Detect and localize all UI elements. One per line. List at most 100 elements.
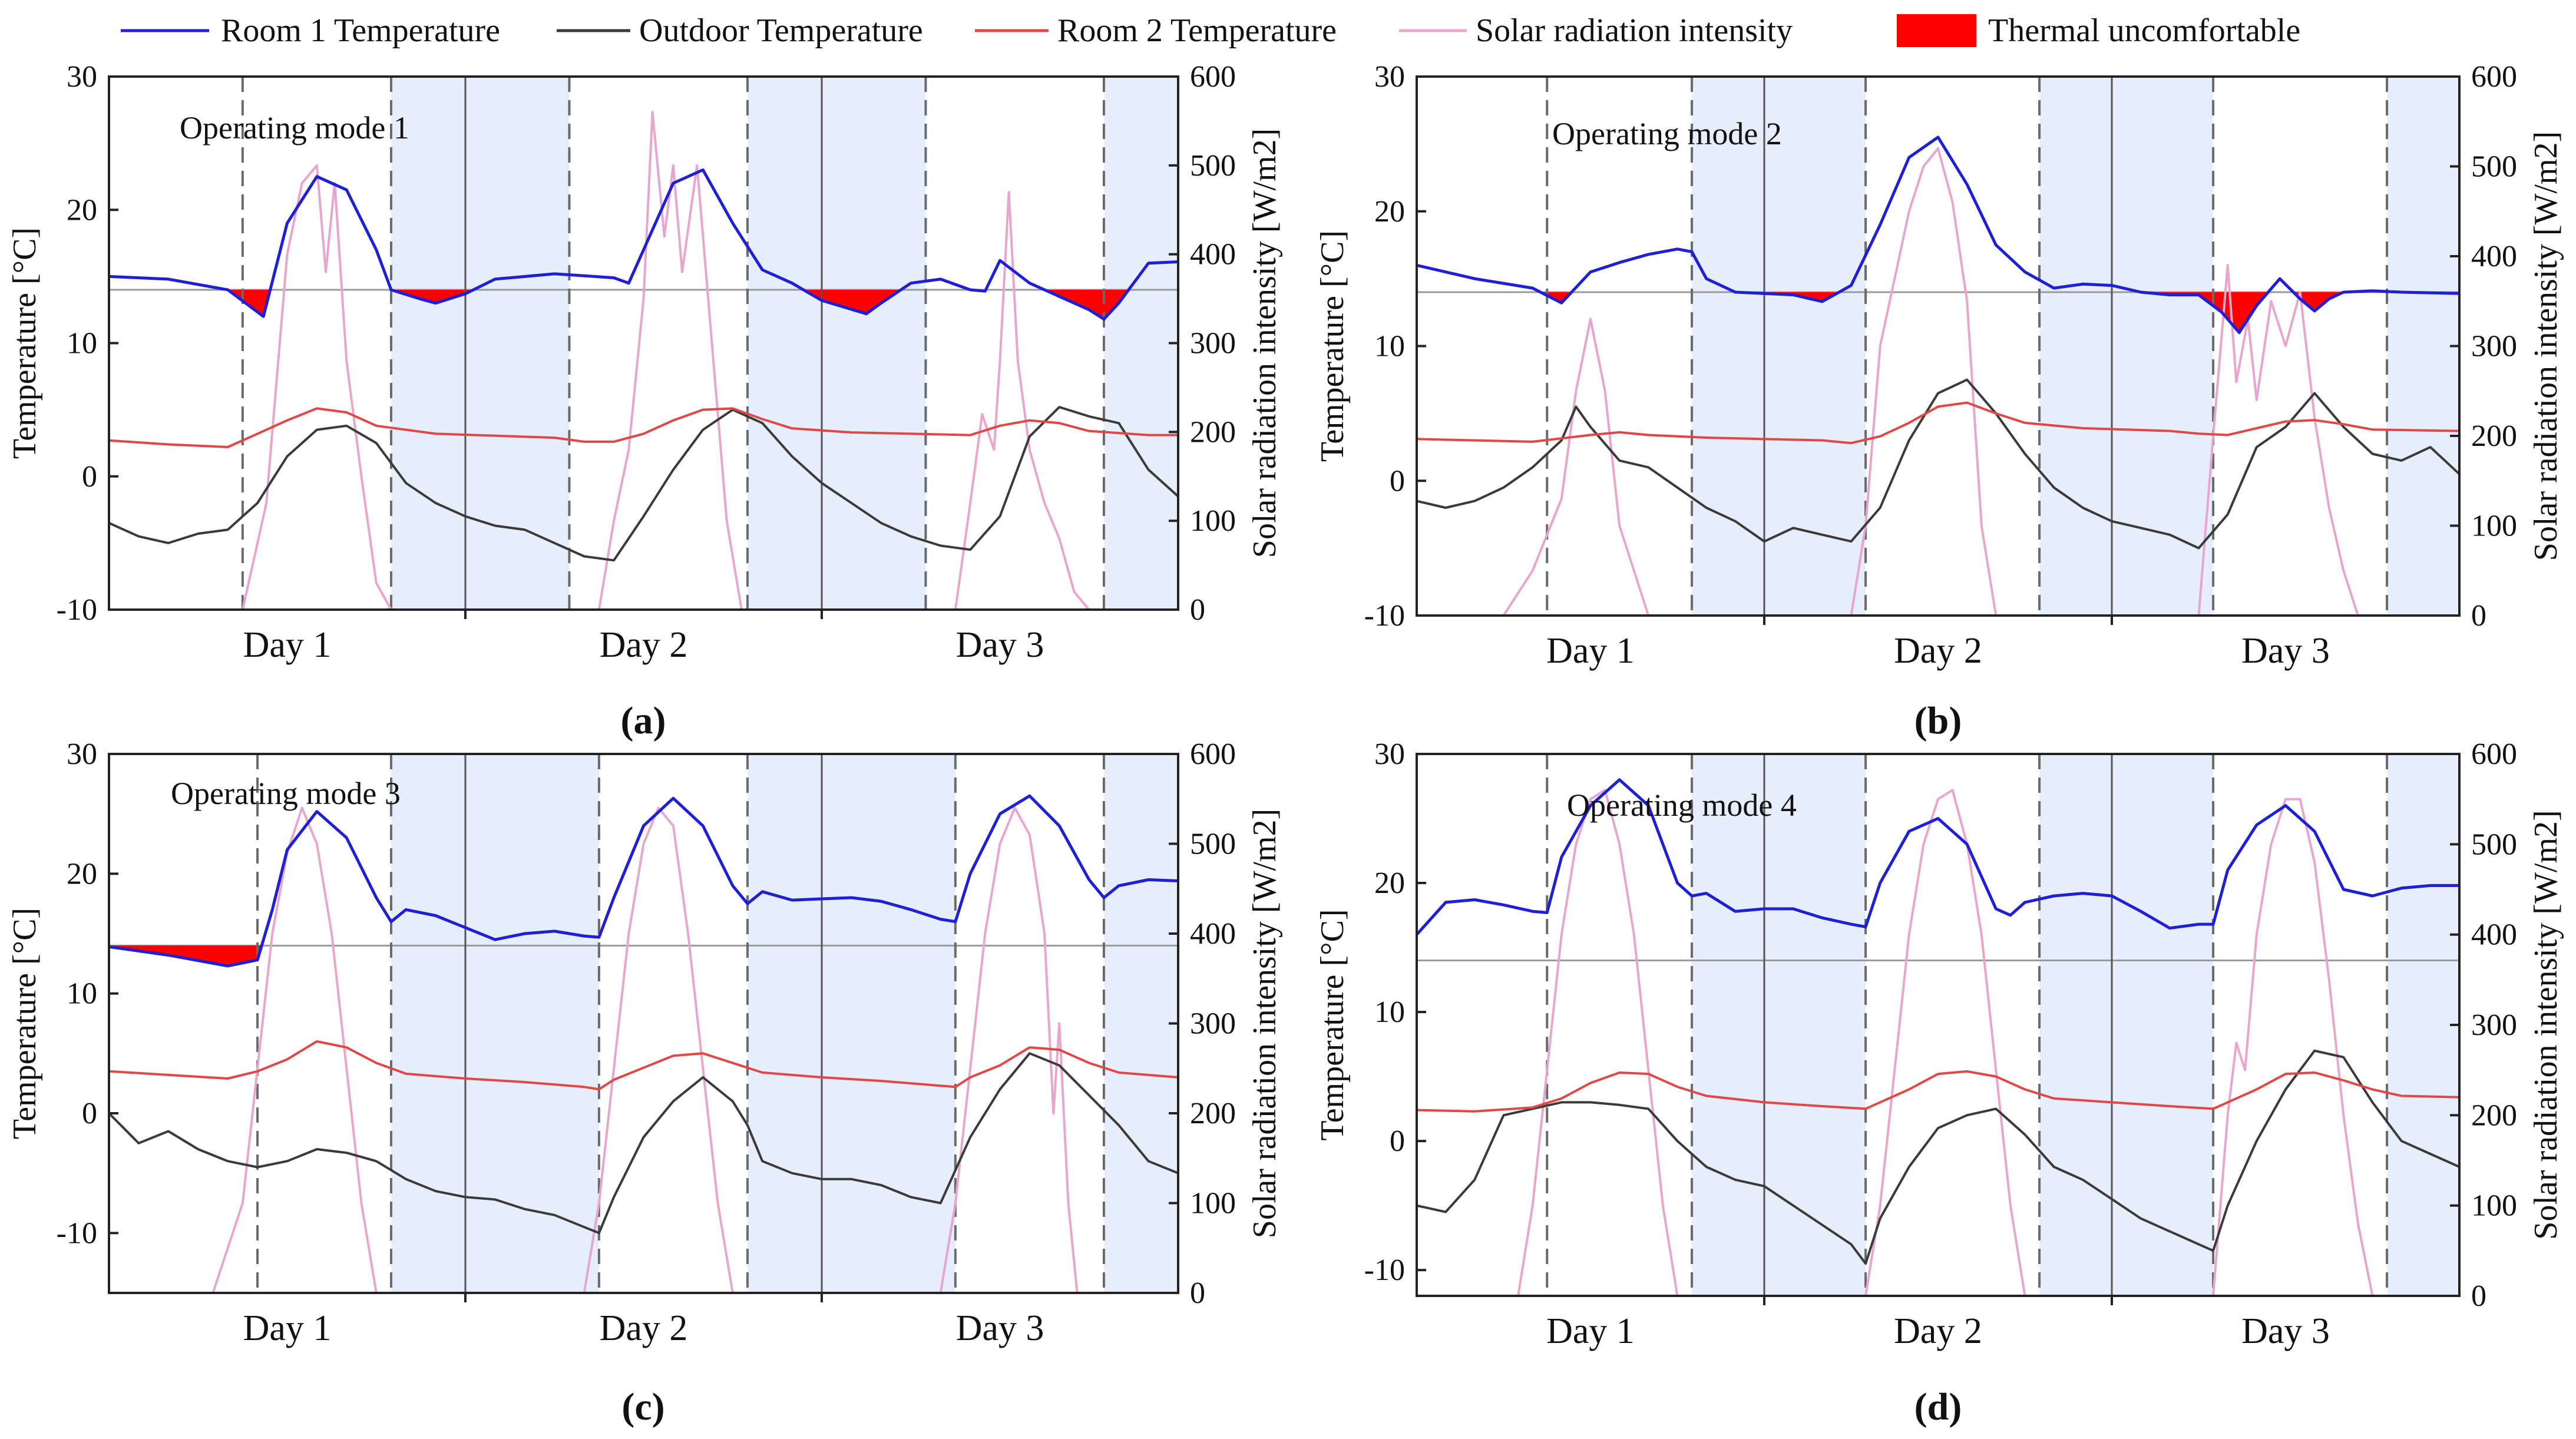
plot-area-d <box>1417 754 2459 1296</box>
plot-area-c <box>109 754 1178 1293</box>
tick-label-right-b-6: 600 <box>2471 60 2517 94</box>
sublabel-a: (a) <box>621 699 666 742</box>
tick-label-left-b-1: 0 <box>1390 464 1405 498</box>
night-band-c-1 <box>747 754 955 1293</box>
tick-label-right-c-4: 400 <box>1190 917 1236 951</box>
tick-label-right-d-5: 500 <box>2471 828 2517 861</box>
legend-label-outdoor: Outdoor Temperature <box>639 12 923 49</box>
tick-label-right-d-1: 100 <box>2471 1189 2517 1223</box>
series-room2-d <box>1417 1070 2459 1113</box>
tick-label-right-a-3: 300 <box>1190 327 1236 360</box>
tick-label-right-a-6: 600 <box>1190 60 1236 94</box>
night-band-c-0 <box>391 754 599 1293</box>
tick-label-left-d-2: 10 <box>1374 995 1405 1029</box>
tick-label-right-c-3: 300 <box>1190 1007 1236 1041</box>
tick-label-left-d-0: -10 <box>1364 1253 1405 1287</box>
sublabel-d: (d) <box>1914 1385 1962 1428</box>
tick-label-right-b-0: 0 <box>2471 599 2486 633</box>
night-band-d-0 <box>1692 754 1866 1296</box>
tick-label-left-a-4: 30 <box>67 60 97 94</box>
legend-label-room1: Room 1 Temperature <box>221 12 500 49</box>
series-outdoor-b <box>1417 378 2459 550</box>
tick-label-left-b-0: -10 <box>1364 599 1405 633</box>
tick-label-left-a-2: 10 <box>67 327 97 360</box>
uncomfortable-area-a-4 <box>1044 290 1129 319</box>
uncomfortable-area-b-2 <box>2141 292 2269 333</box>
mode-label-b: Operating mode 2 <box>1552 116 1782 151</box>
tick-label-right-c-0: 0 <box>1190 1276 1205 1310</box>
x-category-d-2: Day 3 <box>2241 1311 2330 1351</box>
night-band-c-2 <box>1103 754 1178 1293</box>
series-solar-b <box>1417 147 2459 616</box>
ylabel-right-b: Solar radiation intensity [W/m2] <box>2528 131 2564 561</box>
tick-label-right-a-5: 500 <box>1190 149 1236 183</box>
tick-label-right-d-4: 400 <box>2471 918 2517 952</box>
x-category-c-0: Day 1 <box>243 1308 332 1348</box>
tick-label-right-c-2: 200 <box>1190 1097 1236 1130</box>
night-band-a-1 <box>747 77 926 610</box>
series-room1-d <box>1417 778 2459 936</box>
tick-label-right-d-0: 0 <box>2471 1279 2486 1313</box>
series-solar-d <box>1417 789 2459 1296</box>
tick-label-right-c-6: 600 <box>1190 737 1236 771</box>
uncomfortable-area-c-0 <box>109 945 262 966</box>
series-outdoor-d <box>1417 1049 2459 1265</box>
x-category-a-0: Day 1 <box>243 625 332 665</box>
mode-label-c: Operating mode 3 <box>171 776 401 811</box>
tick-label-right-d-3: 300 <box>2471 1008 2517 1042</box>
tick-label-right-b-5: 500 <box>2471 150 2517 184</box>
x-category-c-2: Day 3 <box>956 1308 1044 1348</box>
tick-label-left-a-0: -10 <box>57 593 97 627</box>
night-band-d-2 <box>2387 754 2459 1296</box>
plot-area-b <box>1417 77 2459 616</box>
legend-label-solar: Solar radiation intensity <box>1476 12 1793 49</box>
tick-label-left-c-4: 30 <box>67 737 97 771</box>
tick-label-right-c-5: 500 <box>1190 828 1236 861</box>
tick-label-left-a-1: 0 <box>82 460 97 494</box>
series-outdoor-c <box>109 1052 1178 1235</box>
x-category-c-1: Day 2 <box>600 1308 688 1348</box>
tick-label-left-b-2: 10 <box>1374 330 1405 363</box>
x-category-d-1: Day 2 <box>1894 1311 1982 1351</box>
ylabel-left-c: Temperature [°C] <box>6 908 43 1139</box>
tick-label-left-d-1: 0 <box>1390 1124 1405 1158</box>
ylabel-left-d: Temperature [°C] <box>1314 909 1351 1140</box>
axes-frame-b <box>1416 75 2461 617</box>
x-category-b-0: Day 1 <box>1546 631 1635 671</box>
tick-label-left-c-2: 10 <box>67 977 97 1011</box>
tick-label-right-b-2: 200 <box>2471 419 2517 453</box>
ylabel-left-a: Temperature [°C] <box>6 227 43 459</box>
tick-label-right-c-1: 100 <box>1190 1187 1236 1220</box>
series-solar-c <box>109 806 1178 1293</box>
tick-label-right-d-2: 200 <box>2471 1099 2517 1132</box>
tick-label-left-d-4: 30 <box>1374 737 1405 771</box>
x-category-d-0: Day 1 <box>1546 1311 1635 1351</box>
series-room2-b <box>1417 401 2459 445</box>
series-room1-b <box>1417 135 2459 335</box>
tick-label-left-c-0: -10 <box>57 1216 97 1250</box>
series-room2-a <box>109 407 1178 448</box>
tick-label-left-b-3: 20 <box>1374 195 1405 229</box>
tick-label-right-b-3: 300 <box>2471 330 2517 363</box>
series-solar-a <box>109 111 1178 610</box>
legend: Room 1 Temperature Outdoor Temperature R… <box>121 12 2300 49</box>
mode-label-d: Operating mode 4 <box>1567 788 1797 823</box>
ylabel-right-c: Solar radiation intensity [W/m2] <box>1246 809 1283 1238</box>
plot-area-a <box>109 77 1178 610</box>
series-room1-a <box>109 168 1178 321</box>
ylabel-right-a: Solar radiation intensity [W/m2] <box>1246 128 1283 558</box>
axes-frame-c <box>108 753 1179 1294</box>
tick-label-right-a-0: 0 <box>1190 593 1205 627</box>
ylabel-left-b: Temperature [°C] <box>1314 230 1351 462</box>
night-band-b-0 <box>1692 77 1866 616</box>
tick-label-right-b-1: 100 <box>2471 510 2517 543</box>
ylabel-right-d: Solar radiation intensity [W/m2] <box>2528 810 2564 1239</box>
night-band-b-1 <box>2039 77 2214 616</box>
tick-label-right-b-4: 400 <box>2471 240 2517 273</box>
tick-label-right-d-6: 600 <box>2471 737 2517 771</box>
night-band-a-0 <box>391 77 570 610</box>
